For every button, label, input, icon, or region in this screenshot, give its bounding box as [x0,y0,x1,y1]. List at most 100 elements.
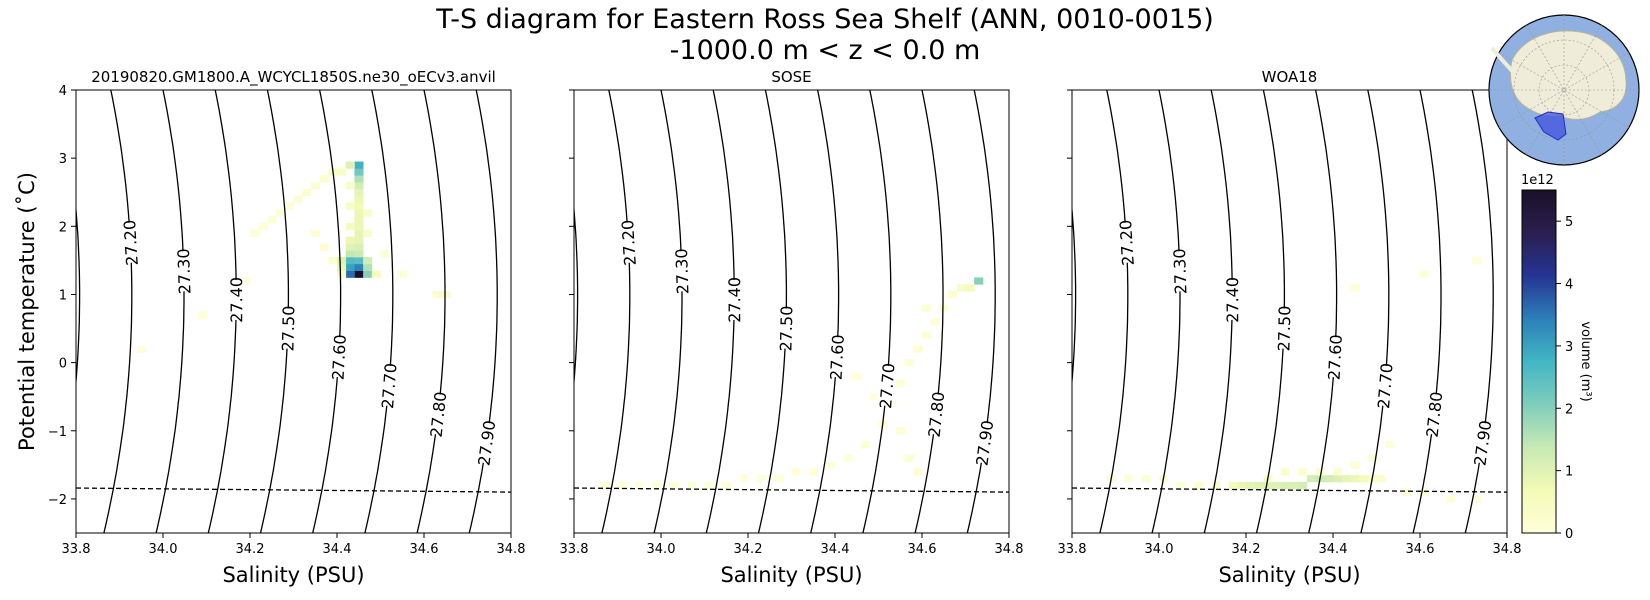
heatmap-cell [337,270,347,278]
contour-label: 27.20 [1116,219,1138,266]
heatmap-cell [276,209,286,217]
heatmap-cell [1350,475,1360,483]
heatmap-cell [922,331,932,340]
heatmap-cell [197,311,207,319]
contour-label-bg [1223,279,1242,320]
map-meridian [1526,24,1602,156]
contour-label-bg [618,222,639,264]
heatmap-cell [432,291,442,299]
plot-area: 27.20 27.30 27.40 27.50 27.60 27.70 27.80 27.90 [1072,90,1507,533]
isopycnal-contour [810,90,840,533]
contour-label-bg [1116,222,1137,264]
heatmap-cell [1280,468,1290,476]
contour-label: 27.50 [1274,305,1294,351]
heatmap-cell [1228,481,1238,490]
x-axis-label: Salinity (PSU) [1218,563,1360,587]
isopycnal-contour [1412,90,1442,533]
isopycnal-contour [416,90,446,533]
colorbar-tick-label: 1 [1565,465,1573,480]
y-tick-label: 3 [59,152,67,167]
heatmap-cell [354,161,364,169]
isopycnal-contour [574,202,579,389]
y-tick-label: 2 [59,220,67,235]
heatmap-cell [1333,475,1343,483]
heatmap-cell [354,182,364,190]
y-tick-label: −1 [48,425,67,440]
colorbar-tick-label: 2 [1565,402,1573,417]
heatmap-cell [302,188,312,197]
y-tick-label: 0 [59,357,67,372]
heatmap-cell [930,318,940,326]
heatmap-cell [354,256,364,265]
heatmap-cell [1272,481,1282,490]
antarctica-locator-map-icon [1488,14,1640,166]
contour-label-bg [1374,365,1396,407]
heatmap-cell [1350,284,1360,292]
plot-area: 27.20 27.30 27.40 27.50 27.60 27.70 27.80 27.90 [76,90,511,533]
contour-label-bg [671,250,692,292]
heatmap-cell [895,379,905,387]
contour-label-bg [776,308,796,349]
colorbar-tick-label: 4 [1565,278,1573,293]
contour-label: 27.70 [876,362,899,409]
contour-label: 27.60 [329,334,350,381]
ts-panel-2: 27.20 27.30 27.40 27.50 27.60 27.70 27.80 27.90… [560,68,1024,587]
heatmap-cell [1472,495,1482,503]
axes-frame [573,89,1010,534]
heatmap-cell [1367,454,1377,462]
map-region-highlight [1534,111,1567,141]
heatmap-cell [965,284,975,292]
contour-label-bg [1470,421,1495,464]
figure-title-line1: T-S diagram for Eastern Ross Sea Shelf (… [436,4,1214,35]
x-tick-label: 34.2 [1232,542,1261,557]
contour-label: 27.80 [1423,391,1447,439]
x-tick-label: 34.0 [647,542,676,557]
heatmap-cell [345,161,355,169]
freezing-line [1072,487,1507,493]
colorbar: 0 1 2 3 4 5 1e12 volume (m³) [1521,173,1593,542]
heatmap-cell [869,393,879,401]
contour-label: 27.90 [972,419,997,467]
contour-label: 27.60 [827,334,848,381]
heatmap-cell [774,475,784,483]
heatmap-cell [1359,475,1369,483]
heatmap-cell [1350,461,1360,469]
heatmap-cell [345,270,355,278]
heatmap-cell [756,475,766,483]
heatmap-cell [1385,440,1395,449]
contour-label: 27.30 [174,248,195,294]
heatmap-cell [956,284,966,292]
isopycnal-contour [1099,90,1129,533]
x-tick-label: 34.4 [821,542,850,557]
heatmap-cell [441,291,451,299]
heatmap-cell [293,195,303,203]
heatmap-cell [852,372,862,381]
ts-panel-1: 27.20 27.30 27.40 27.50 27.60 27.70 27.80 27.90… [15,68,525,587]
plot-area: 27.20 27.30 27.40 27.50 27.60 27.70 27.80 27.90 [574,90,1009,533]
contour-label: 27.40 [227,277,246,323]
heatmap-cell [354,250,364,258]
x-tick-label: 34.4 [1319,542,1348,557]
isopycnal-contour [103,90,133,533]
contour-label-bg [1274,308,1294,349]
heatmap-cell [284,202,294,210]
contour-label-bg [826,336,847,378]
x-tick-label: 33.8 [560,542,589,557]
heatmap-cell [826,461,836,469]
contour-label: 27.80 [925,391,949,439]
x-tick-label: 34.6 [908,542,937,557]
contour-label-bg [278,308,298,349]
heatmap-cell [363,209,373,217]
contour-label-bg [876,365,898,407]
isopycnal-contour [1072,202,1077,389]
x-tick-label: 34.0 [1145,542,1174,557]
heatmap-cell [354,175,364,183]
colorbar-bar [1521,189,1557,534]
contour-label-bg [1324,336,1345,378]
ts-panel-3: 27.20 27.30 27.40 27.50 27.60 27.70 27.80 27.90… [1058,68,1522,587]
x-tick-label: 34.0 [149,542,178,557]
heatmap-cell [354,188,364,197]
heatmap-cell [241,277,251,285]
x-tick-label: 34.4 [323,542,352,557]
heatmap-cell [363,256,373,265]
